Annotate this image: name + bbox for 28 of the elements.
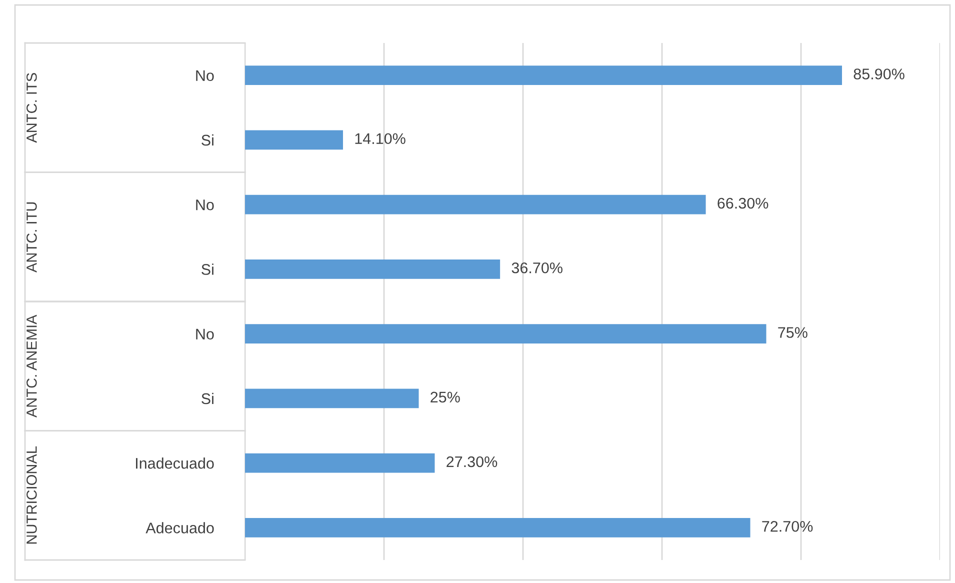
text: NUTRICIONAL [26, 446, 37, 544]
y-tick-label: Si [202, 392, 214, 404]
bar [245, 518, 750, 538]
y-tick-label: No [196, 70, 214, 81]
y-tick-label: Adecuado [146, 522, 214, 534]
y-tick-label: No [196, 328, 214, 340]
bar [245, 259, 500, 279]
y-tick-label: No [196, 200, 214, 210]
y-tick-label: Inadecuado [136, 458, 214, 469]
bar [245, 66, 842, 86]
bar [245, 324, 766, 344]
data-label: 72.70% [762, 520, 813, 532]
bar [245, 453, 435, 473]
y-tick-label: Si [202, 134, 214, 146]
data-label: 85.90% [854, 68, 904, 80]
data-label: 14.10% [355, 133, 406, 144]
data-label: 36.70% [512, 262, 562, 274]
y-tick-label: Si [202, 264, 214, 275]
text: ANTC. ITU [26, 202, 37, 272]
text: ANTC. ANEMIA [26, 314, 37, 418]
data-label: 25% [430, 392, 460, 403]
data-label: 75% [778, 327, 808, 338]
text: ANTC. ITS [26, 73, 37, 143]
data-label: 27.30% [446, 456, 498, 468]
data-label: 66.30% [718, 198, 768, 209]
bar [245, 130, 343, 150]
bar [245, 194, 706, 214]
bar [245, 388, 419, 408]
